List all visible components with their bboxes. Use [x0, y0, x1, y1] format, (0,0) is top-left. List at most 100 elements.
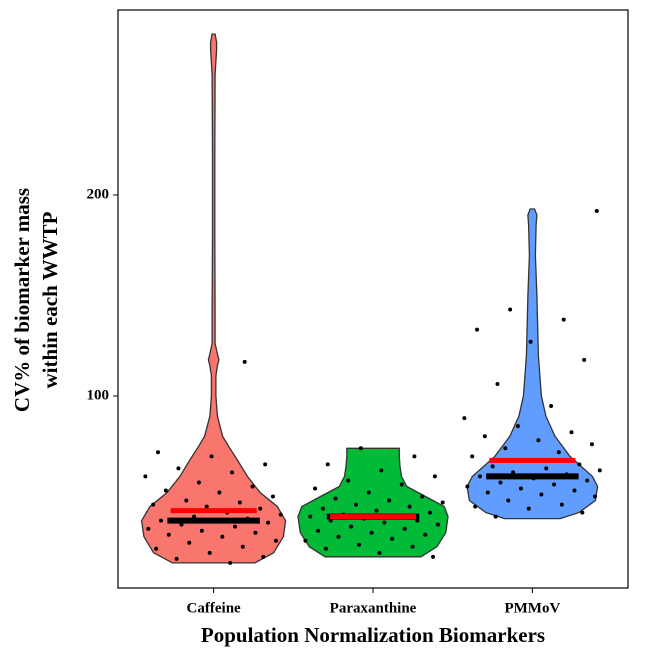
data-point	[230, 470, 235, 475]
x-tick-label: Caffeine	[187, 600, 241, 616]
x-tick-label: Paraxanthine	[330, 600, 417, 616]
data-point	[354, 502, 359, 507]
data-point	[399, 482, 404, 487]
violin	[140, 33, 287, 564]
data-point	[207, 550, 212, 555]
data-point	[382, 520, 387, 525]
data-point	[415, 518, 420, 523]
data-point	[328, 518, 333, 523]
y-axis-label: within each WWTP	[38, 211, 62, 388]
data-point	[572, 488, 577, 493]
data-point	[220, 534, 225, 539]
data-point	[303, 538, 308, 543]
data-point	[420, 494, 425, 499]
y-tick-label: 100	[87, 387, 110, 403]
data-point	[253, 530, 258, 535]
data-point	[146, 526, 151, 531]
data-point	[594, 209, 599, 214]
data-point	[356, 542, 361, 547]
data-point	[349, 524, 354, 529]
data-point	[204, 504, 209, 509]
data-point	[475, 327, 480, 332]
data-point	[582, 357, 587, 362]
data-point	[580, 510, 585, 515]
data-point	[217, 490, 222, 495]
data-point	[387, 498, 392, 503]
data-point	[379, 468, 384, 473]
data-point	[240, 544, 245, 549]
data-point	[187, 540, 192, 545]
data-point	[250, 484, 255, 489]
data-point	[597, 468, 602, 473]
y-tick-label: 200	[87, 186, 110, 202]
data-point	[478, 474, 483, 479]
data-point	[377, 550, 382, 555]
data-point	[490, 464, 495, 469]
data-point	[589, 442, 594, 447]
data-point	[174, 556, 179, 561]
data-point	[526, 506, 531, 511]
data-point	[549, 404, 554, 409]
data-point	[263, 462, 268, 467]
data-point	[435, 522, 440, 527]
data-point	[261, 554, 266, 559]
data-point	[346, 478, 351, 483]
data-point	[258, 506, 263, 511]
data-point	[273, 538, 278, 543]
data-point	[528, 339, 533, 344]
data-point	[333, 496, 338, 501]
data-point	[369, 530, 374, 535]
data-point	[358, 446, 363, 451]
data-point	[423, 532, 428, 537]
data-point	[270, 494, 275, 499]
data-point	[440, 500, 445, 505]
data-point	[508, 307, 513, 312]
data-point	[228, 560, 233, 565]
data-point	[402, 526, 407, 531]
data-point	[237, 500, 242, 505]
data-point	[515, 424, 520, 429]
data-point	[278, 512, 283, 517]
data-point	[432, 474, 437, 479]
data-point	[323, 546, 328, 551]
data-point	[209, 454, 214, 459]
data-point	[552, 482, 557, 487]
data-point	[266, 520, 271, 525]
data-point	[518, 486, 523, 491]
y-axis-label: CV% of biomarker mass	[10, 188, 34, 412]
data-point	[569, 430, 574, 435]
data-point	[336, 534, 341, 539]
data-point	[158, 518, 163, 523]
data-point	[539, 492, 544, 497]
data-point	[374, 508, 379, 513]
data-point	[544, 466, 549, 471]
data-point	[407, 504, 412, 509]
data-point	[166, 532, 171, 537]
x-tick-label: PMMoV	[504, 600, 560, 616]
data-point	[493, 514, 498, 519]
x-axis-label: Population Normalization Biomarkers	[201, 623, 545, 647]
data-point	[506, 498, 511, 503]
data-point	[511, 470, 516, 475]
data-point	[390, 536, 395, 541]
data-point	[470, 454, 475, 459]
data-point	[143, 474, 148, 479]
data-point	[320, 506, 325, 511]
data-point	[179, 522, 184, 527]
data-point	[585, 478, 590, 483]
data-point	[556, 450, 561, 455]
data-point	[176, 466, 181, 471]
data-point	[412, 454, 417, 459]
data-point	[495, 381, 500, 386]
data-point	[154, 546, 159, 551]
data-point	[199, 528, 204, 533]
data-point	[242, 359, 247, 364]
data-point	[503, 446, 508, 451]
data-point	[313, 486, 318, 491]
data-point	[325, 462, 330, 467]
data-point	[196, 480, 201, 485]
data-point	[366, 490, 371, 495]
data-point	[592, 494, 597, 499]
data-point	[428, 510, 433, 515]
